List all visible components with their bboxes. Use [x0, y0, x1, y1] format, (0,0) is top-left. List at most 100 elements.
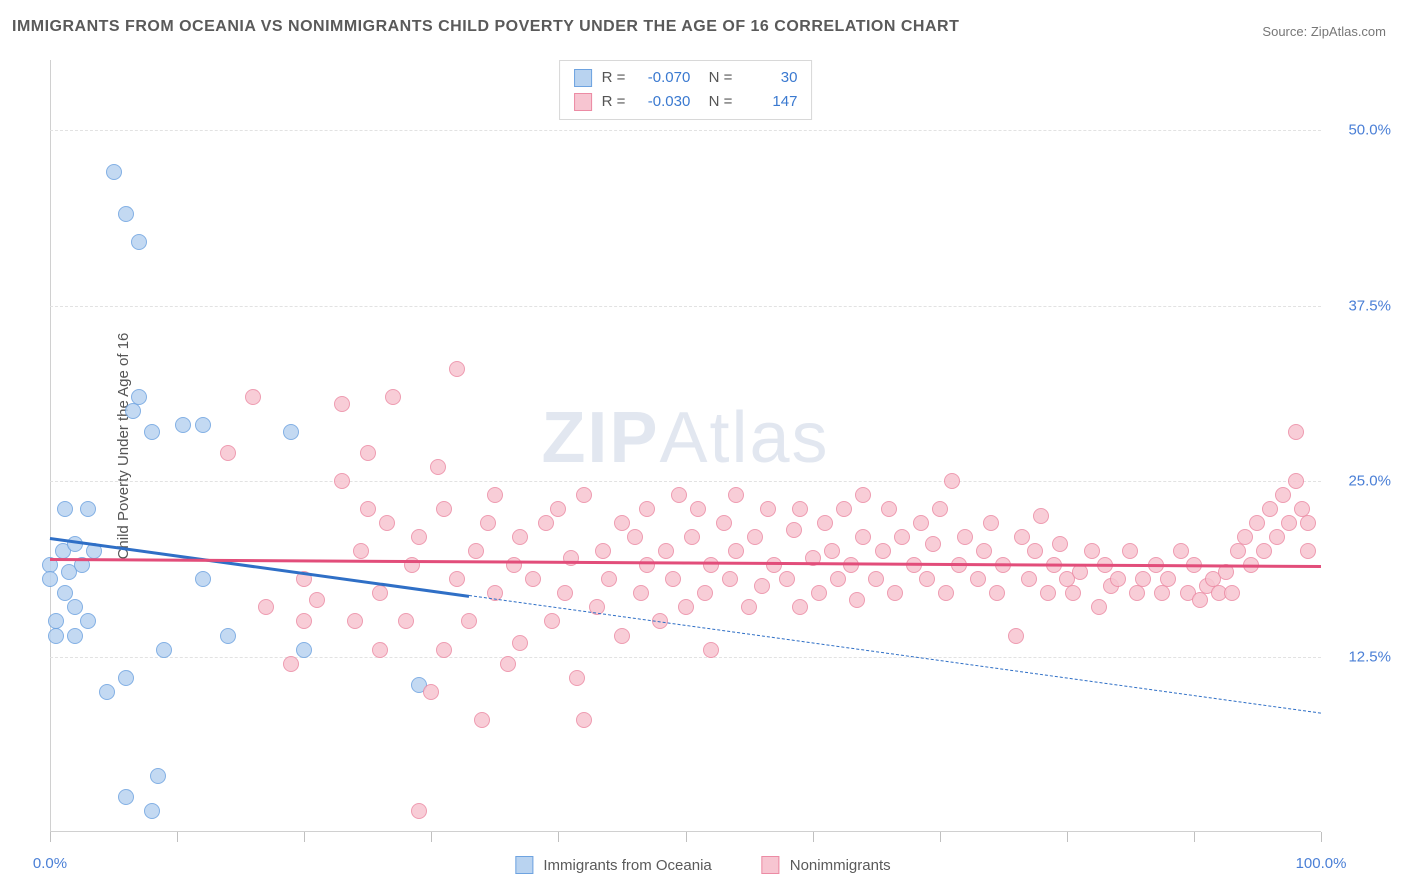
data-point[interactable]: [48, 628, 64, 644]
data-point[interactable]: [779, 571, 795, 587]
data-point[interactable]: [1135, 571, 1151, 587]
data-point[interactable]: [1269, 529, 1285, 545]
data-point[interactable]: [436, 642, 452, 658]
data-point[interactable]: [220, 628, 236, 644]
data-point[interactable]: [296, 642, 312, 658]
data-point[interactable]: [989, 585, 1005, 601]
data-point[interactable]: [741, 599, 757, 615]
data-point[interactable]: [80, 501, 96, 517]
data-point[interactable]: [792, 501, 808, 517]
data-point[interactable]: [824, 543, 840, 559]
data-point[interactable]: [118, 789, 134, 805]
data-point[interactable]: [792, 599, 808, 615]
data-point[interactable]: [843, 557, 859, 573]
data-point[interactable]: [347, 613, 363, 629]
data-point[interactable]: [1110, 571, 1126, 587]
data-point[interactable]: [576, 487, 592, 503]
data-point[interactable]: [760, 501, 776, 517]
data-point[interactable]: [881, 501, 897, 517]
data-point[interactable]: [1192, 592, 1208, 608]
data-point[interactable]: [360, 501, 376, 517]
data-point[interactable]: [639, 557, 655, 573]
data-point[interactable]: [1052, 536, 1068, 552]
data-point[interactable]: [372, 642, 388, 658]
data-point[interactable]: [766, 557, 782, 573]
data-point[interactable]: [220, 445, 236, 461]
data-point[interactable]: [80, 613, 96, 629]
data-point[interactable]: [1300, 543, 1316, 559]
data-point[interactable]: [1091, 599, 1107, 615]
data-point[interactable]: [703, 642, 719, 658]
data-point[interactable]: [283, 424, 299, 440]
data-point[interactable]: [258, 599, 274, 615]
data-point[interactable]: [906, 557, 922, 573]
data-point[interactable]: [1072, 564, 1088, 580]
data-point[interactable]: [1084, 543, 1100, 559]
data-point[interactable]: [855, 487, 871, 503]
data-point[interactable]: [430, 459, 446, 475]
data-point[interactable]: [334, 473, 350, 489]
data-point[interactable]: [1224, 585, 1240, 601]
data-point[interactable]: [461, 613, 477, 629]
data-point[interactable]: [728, 543, 744, 559]
data-point[interactable]: [150, 768, 166, 784]
data-point[interactable]: [894, 529, 910, 545]
data-point[interactable]: [385, 389, 401, 405]
data-point[interactable]: [569, 670, 585, 686]
data-point[interactable]: [1122, 543, 1138, 559]
data-point[interactable]: [658, 543, 674, 559]
data-point[interactable]: [944, 473, 960, 489]
data-point[interactable]: [131, 234, 147, 250]
data-point[interactable]: [118, 670, 134, 686]
data-point[interactable]: [576, 712, 592, 728]
data-point[interactable]: [423, 684, 439, 700]
data-point[interactable]: [1230, 543, 1246, 559]
data-point[interactable]: [106, 164, 122, 180]
data-point[interactable]: [144, 424, 160, 440]
data-point[interactable]: [1173, 543, 1189, 559]
data-point[interactable]: [195, 571, 211, 587]
data-point[interactable]: [411, 803, 427, 819]
data-point[interactable]: [57, 585, 73, 601]
data-point[interactable]: [480, 515, 496, 531]
data-point[interactable]: [125, 403, 141, 419]
data-point[interactable]: [614, 515, 630, 531]
data-point[interactable]: [627, 529, 643, 545]
data-point[interactable]: [932, 501, 948, 517]
data-point[interactable]: [925, 536, 941, 552]
data-point[interactable]: [544, 613, 560, 629]
data-point[interactable]: [195, 417, 211, 433]
data-point[interactable]: [245, 389, 261, 405]
data-point[interactable]: [836, 501, 852, 517]
data-point[interactable]: [1288, 424, 1304, 440]
data-point[interactable]: [913, 515, 929, 531]
data-point[interactable]: [830, 571, 846, 587]
data-point[interactable]: [716, 515, 732, 531]
data-point[interactable]: [411, 529, 427, 545]
data-point[interactable]: [353, 543, 369, 559]
data-point[interactable]: [468, 543, 484, 559]
data-point[interactable]: [487, 487, 503, 503]
data-point[interactable]: [1281, 515, 1297, 531]
data-point[interactable]: [875, 543, 891, 559]
data-point[interactable]: [671, 487, 687, 503]
data-point[interactable]: [938, 585, 954, 601]
data-point[interactable]: [1021, 571, 1037, 587]
data-point[interactable]: [309, 592, 325, 608]
data-point[interactable]: [372, 585, 388, 601]
data-point[interactable]: [728, 487, 744, 503]
data-point[interactable]: [175, 417, 191, 433]
data-point[interactable]: [817, 515, 833, 531]
data-point[interactable]: [57, 501, 73, 517]
data-point[interactable]: [614, 628, 630, 644]
data-point[interactable]: [595, 543, 611, 559]
data-point[interactable]: [1237, 529, 1253, 545]
data-point[interactable]: [449, 361, 465, 377]
data-point[interactable]: [283, 656, 299, 672]
data-point[interactable]: [99, 684, 115, 700]
data-point[interactable]: [398, 613, 414, 629]
data-point[interactable]: [436, 501, 452, 517]
legend-item-1[interactable]: Immigrants from Oceania: [515, 856, 711, 874]
data-point[interactable]: [500, 656, 516, 672]
data-point[interactable]: [678, 599, 694, 615]
